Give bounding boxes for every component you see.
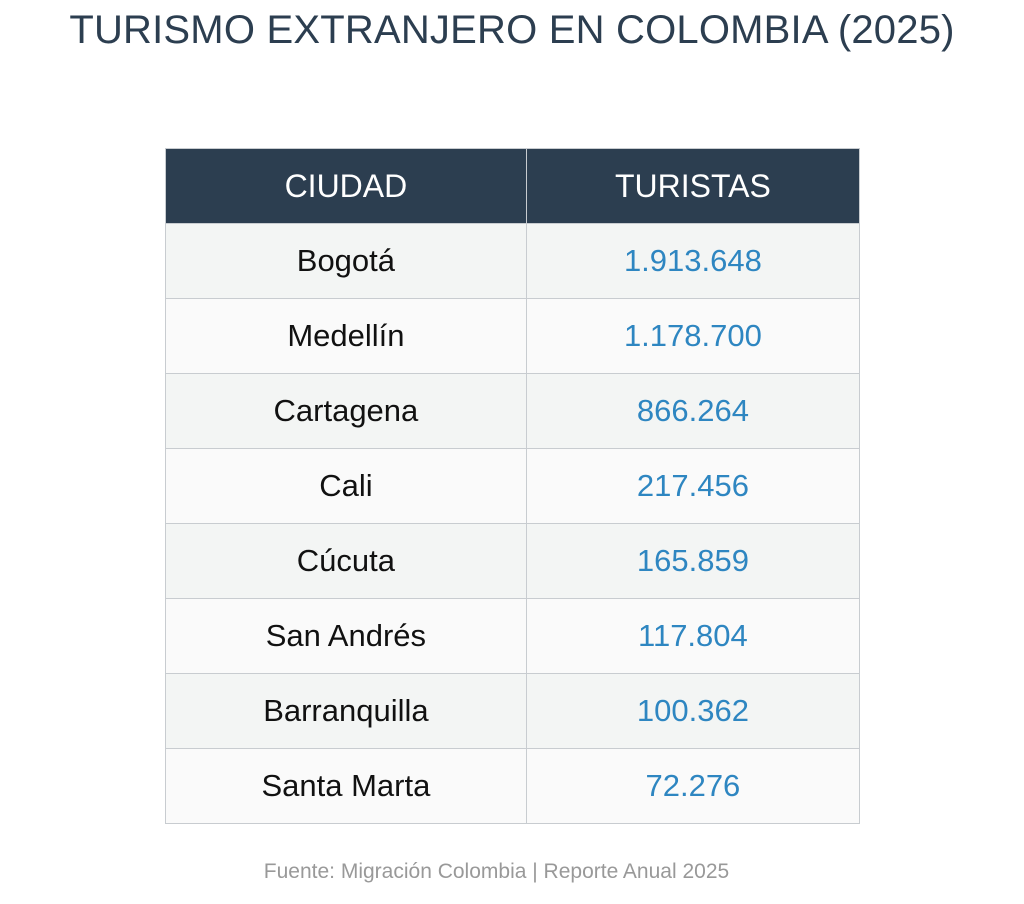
source-footer: Fuente: Migración Colombia | Reporte Anu… xyxy=(263,860,730,883)
table-row: Cali 217.456 xyxy=(165,448,861,524)
tourists-cell: 1.913.648 xyxy=(525,223,861,299)
tourists-cell: 72.276 xyxy=(525,748,861,824)
city-cell: Medellín xyxy=(165,298,527,374)
tourists-cell: 217.456 xyxy=(525,448,861,524)
tourists-cell: 165.859 xyxy=(525,523,861,599)
city-cell: Santa Marta xyxy=(165,748,527,824)
tourists-cell: 117.804 xyxy=(525,598,861,674)
tourists-cell: 100.362 xyxy=(525,673,861,749)
city-cell: Barranquilla xyxy=(165,673,527,749)
table-row: Cúcuta 165.859 xyxy=(165,523,861,599)
tourists-cell: 1.178.700 xyxy=(525,298,861,374)
column-header-tourists: TURISTAS xyxy=(525,148,861,224)
chart-title: TURISMO EXTRANJERO EN COLOMBIA (2025) xyxy=(69,8,955,52)
tourists-cell: 866.264 xyxy=(525,373,861,449)
table-row: Cartagena 866.264 xyxy=(165,373,861,449)
table-row: Bogotá 1.913.648 xyxy=(165,223,861,299)
table-header-row: CIUDAD TURISTAS xyxy=(165,148,861,224)
city-cell: San Andrés xyxy=(165,598,527,674)
column-header-city: CIUDAD xyxy=(165,148,527,224)
table-row: San Andrés 117.804 xyxy=(165,598,861,674)
table-row: Medellín 1.178.700 xyxy=(165,298,861,374)
city-cell: Cali xyxy=(165,448,527,524)
city-cell: Cartagena xyxy=(165,373,527,449)
table-row: Santa Marta 72.276 xyxy=(165,748,861,824)
table-row: Barranquilla 100.362 xyxy=(165,673,861,749)
city-cell: Bogotá xyxy=(165,223,527,299)
city-cell: Cúcuta xyxy=(165,523,527,599)
tourism-table: CIUDAD TURISTAS Bogotá 1.913.648 Medellín 1… xyxy=(165,148,861,824)
